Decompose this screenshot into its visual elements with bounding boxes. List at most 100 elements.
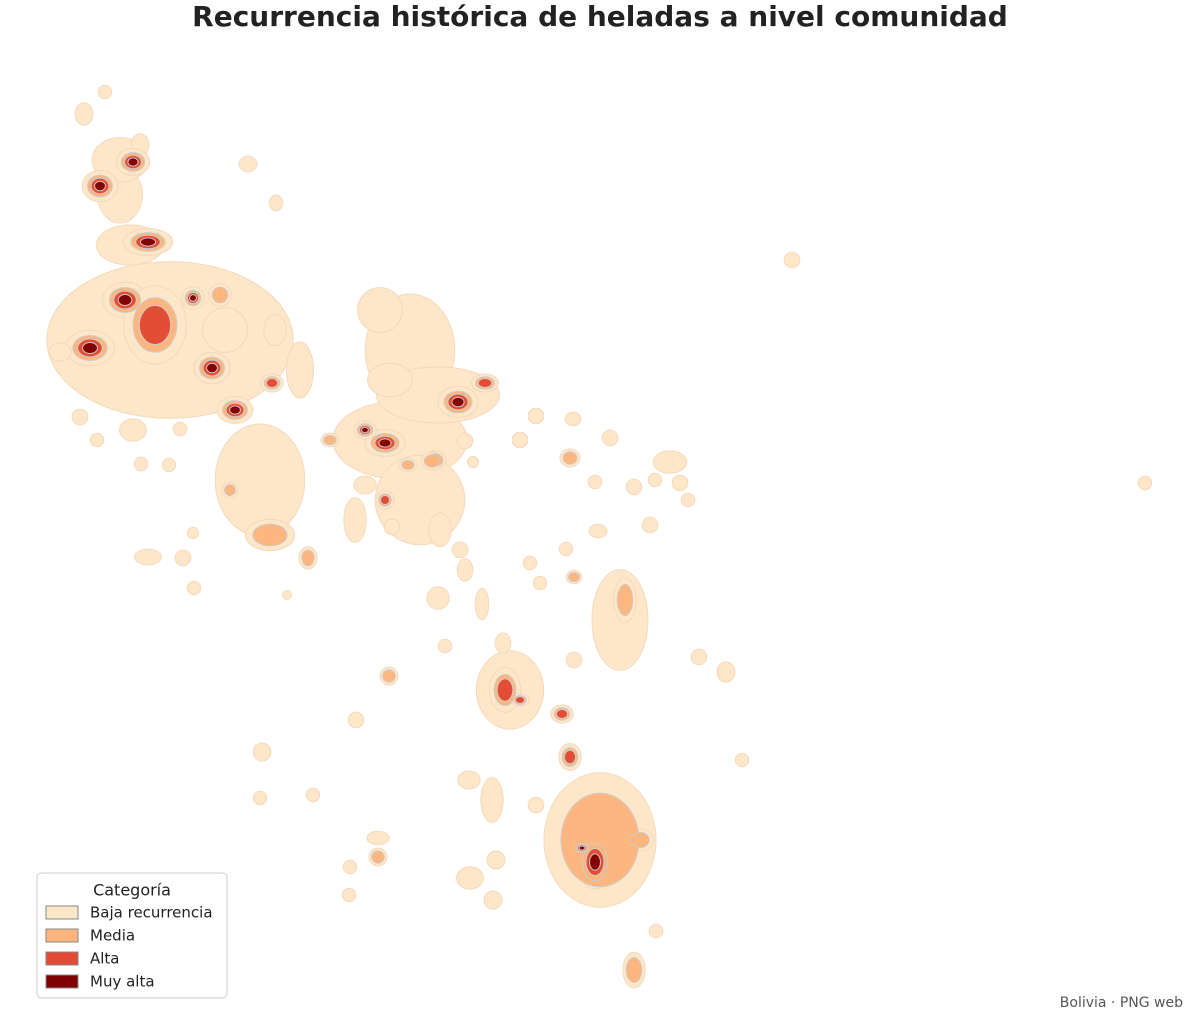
frost-area — [671, 474, 689, 492]
frost-area — [587, 474, 603, 490]
credit: Bolivia · PNG web — [1060, 995, 1183, 1011]
legend-swatch — [45, 905, 79, 920]
frost-area — [82, 342, 98, 354]
frost-area — [680, 492, 696, 508]
frost-area — [323, 434, 337, 446]
frost-area — [426, 586, 450, 610]
legend-label: Media — [90, 927, 135, 945]
frost-area — [140, 237, 156, 247]
frost-area — [252, 523, 288, 547]
frost-area — [186, 580, 202, 596]
frost-area — [378, 438, 392, 448]
frost-area — [353, 475, 377, 495]
frost-area — [486, 850, 506, 870]
frost-area — [89, 432, 105, 448]
frost-area — [214, 423, 306, 537]
frost-area — [690, 648, 708, 666]
frost-area — [456, 558, 474, 582]
frost-area — [238, 155, 258, 173]
frost-area — [477, 378, 493, 388]
density-areas — [46, 84, 1153, 989]
frost-area — [211, 286, 229, 304]
frost-area — [265, 378, 279, 388]
legend: Categoría Baja recurrencia Media Alta Muy a… — [36, 872, 228, 999]
frost-area — [457, 770, 481, 790]
frost-area — [117, 294, 133, 306]
frost-area — [189, 294, 197, 302]
frost-area — [382, 669, 396, 683]
frost-area — [268, 194, 284, 212]
frost-area — [127, 157, 139, 167]
frost-area — [301, 549, 315, 567]
frost-area — [361, 426, 369, 434]
frost-area — [515, 696, 525, 704]
frost-area — [347, 711, 365, 729]
frost-area — [437, 638, 453, 654]
frost-area — [563, 749, 577, 765]
frost-area — [305, 787, 321, 803]
legend-swatch — [45, 928, 79, 943]
frost-area — [456, 432, 474, 450]
frost-area — [71, 408, 89, 426]
frost-area — [625, 478, 643, 496]
legend-label: Baja recurrencia — [90, 904, 213, 922]
frost-area — [647, 472, 663, 488]
frost-area — [522, 555, 538, 571]
frost-area — [558, 541, 574, 557]
frost-area — [282, 590, 292, 600]
frost-area — [532, 575, 548, 591]
legend-label: Muy alta — [90, 973, 155, 991]
frost-area — [734, 752, 750, 768]
frost-area — [716, 661, 736, 683]
frost-area — [496, 678, 514, 702]
frost-area — [423, 454, 441, 468]
frost-area — [48, 342, 72, 362]
frost-area — [252, 790, 268, 806]
frost-area — [341, 887, 357, 903]
frost-area — [527, 796, 545, 814]
frost-area — [783, 251, 801, 269]
frost-area — [494, 632, 512, 654]
frost-area — [474, 587, 490, 621]
frost-area — [601, 429, 619, 447]
frost-area — [589, 853, 601, 871]
frost-area — [511, 431, 529, 449]
frost-area — [616, 583, 634, 617]
frost-area — [74, 102, 94, 126]
frost-area — [555, 709, 569, 719]
frost-area — [451, 541, 469, 559]
frost-area — [357, 287, 403, 333]
frost-area — [133, 456, 149, 472]
frost-area — [630, 831, 650, 849]
frost-area — [483, 890, 503, 910]
legend-title: Categoría — [93, 881, 171, 900]
frost-area — [564, 411, 582, 427]
frost-area — [568, 571, 580, 583]
frost-area — [252, 742, 272, 762]
legend-label: Alta — [90, 950, 120, 968]
frost-area — [94, 180, 106, 192]
frost-area — [527, 407, 545, 425]
frost-area — [263, 313, 287, 347]
frost-area — [367, 362, 413, 398]
frost-area — [380, 495, 390, 505]
frost-area — [625, 957, 643, 983]
frost-area — [466, 455, 480, 469]
frost-area — [366, 830, 390, 846]
frost-area — [172, 421, 188, 437]
legend-swatch — [45, 974, 79, 989]
frost-area — [578, 845, 586, 851]
frost-area — [371, 850, 385, 864]
frost-area — [97, 84, 113, 100]
frost-area — [401, 459, 415, 471]
frost-area — [641, 516, 659, 534]
frost-area — [229, 405, 241, 415]
legend-box — [36, 872, 228, 999]
frost-area — [383, 518, 401, 536]
frost-area — [174, 549, 192, 567]
frost-area — [343, 497, 367, 543]
frost-area — [648, 923, 664, 939]
frost-area — [134, 548, 162, 566]
frost-area — [206, 362, 218, 374]
